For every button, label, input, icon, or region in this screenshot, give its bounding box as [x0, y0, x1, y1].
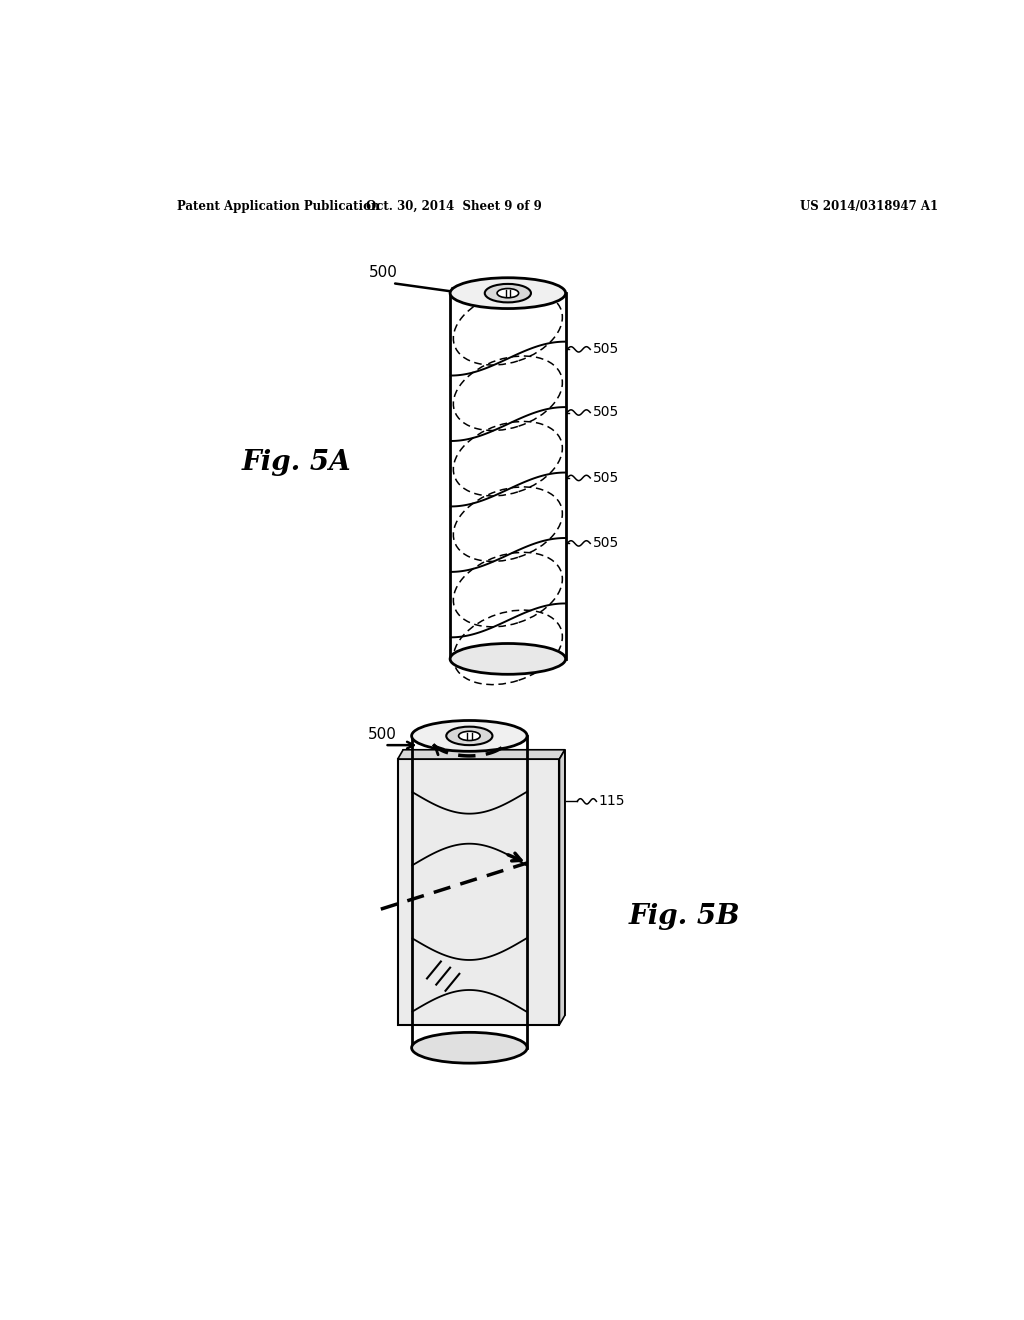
Text: 500: 500 — [368, 727, 396, 742]
Text: 505: 505 — [593, 405, 618, 420]
Text: Fig. 5B: Fig. 5B — [629, 903, 740, 931]
Text: 505: 505 — [593, 342, 618, 356]
Ellipse shape — [412, 1032, 527, 1063]
Text: Patent Application Publication: Patent Application Publication — [177, 199, 379, 213]
Text: US 2014/0318947 A1: US 2014/0318947 A1 — [801, 199, 939, 213]
Text: Fig. 5A: Fig. 5A — [242, 449, 351, 477]
Ellipse shape — [446, 726, 493, 744]
Polygon shape — [559, 750, 565, 1024]
Text: 115: 115 — [599, 795, 626, 808]
Polygon shape — [397, 750, 565, 759]
Text: 505: 505 — [593, 536, 618, 550]
Ellipse shape — [451, 644, 565, 675]
Text: 500: 500 — [370, 265, 398, 280]
Polygon shape — [397, 759, 559, 1024]
Ellipse shape — [484, 284, 531, 302]
Ellipse shape — [459, 731, 480, 741]
Text: 505: 505 — [593, 471, 618, 484]
Ellipse shape — [497, 289, 518, 298]
Polygon shape — [403, 750, 565, 1015]
Ellipse shape — [412, 721, 527, 751]
Ellipse shape — [451, 277, 565, 309]
Text: Oct. 30, 2014  Sheet 9 of 9: Oct. 30, 2014 Sheet 9 of 9 — [367, 199, 542, 213]
